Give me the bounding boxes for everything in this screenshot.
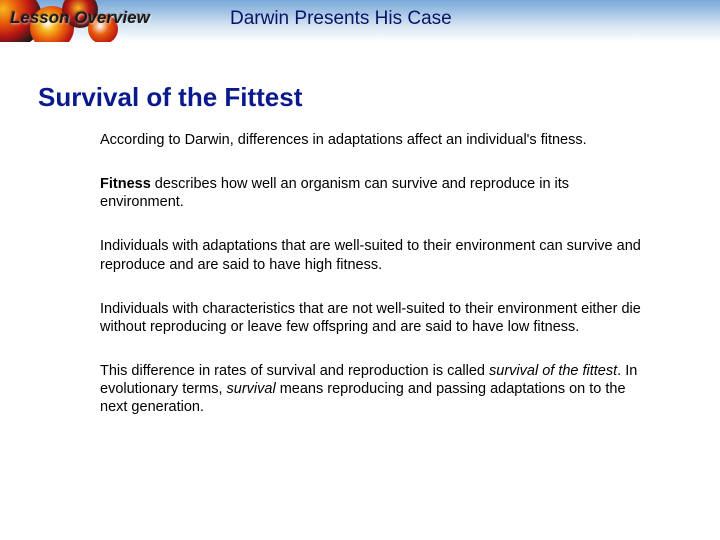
paragraph-4: Individuals with characteristics that ar… [100, 300, 650, 336]
paragraph-1: According to Darwin, differences in adap… [100, 131, 650, 149]
lesson-overview-label: Lesson Overview [10, 8, 150, 28]
page-heading: Survival of the Fittest [38, 82, 720, 113]
term-survival: survival [227, 381, 276, 397]
lesson-title: Darwin Presents His Case [230, 8, 452, 30]
paragraph-3: Individuals with adaptations that are we… [100, 237, 650, 273]
paragraph-2: Fitness describes how well an organism c… [100, 175, 650, 211]
paragraph-5: This difference in rates of survival and… [100, 362, 650, 416]
term-survival-fittest: survival of the fittest [489, 363, 617, 379]
header-bar: Lesson Overview Darwin Presents His Case [0, 0, 720, 42]
paragraph-2-rest: describes how well an organism can survi… [100, 176, 569, 210]
term-fitness: Fitness [100, 176, 151, 192]
content-area: According to Darwin, differences in adap… [0, 131, 720, 416]
p5-part-a: This difference in rates of survival and… [100, 363, 489, 379]
